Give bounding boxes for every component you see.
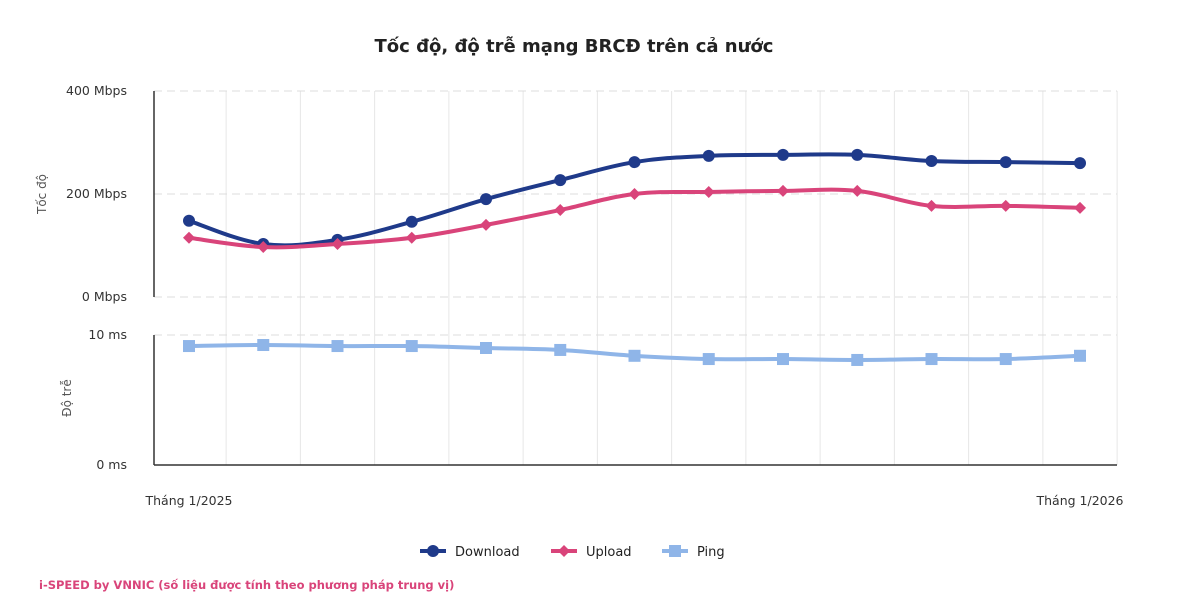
download-point bbox=[999, 156, 1012, 169]
legend-marker-icon bbox=[427, 545, 439, 557]
ping-point bbox=[925, 353, 938, 366]
y-tick-label: 400 Mbps bbox=[66, 83, 127, 98]
ping-point bbox=[999, 353, 1012, 366]
legend-item-download[interactable]: Download bbox=[420, 545, 520, 560]
legend-label: Ping bbox=[697, 545, 725, 560]
upload-point bbox=[1074, 201, 1086, 214]
x-tick-label-end: Tháng 1/2026 bbox=[1035, 493, 1123, 508]
download-point bbox=[628, 156, 641, 169]
legend-marker-icon bbox=[669, 545, 681, 557]
source-note: i-SPEED by VNNIC (số liệu được tính theo… bbox=[39, 578, 455, 592]
ping-point bbox=[628, 349, 641, 362]
download-point bbox=[777, 148, 789, 161]
upload-point bbox=[554, 203, 567, 216]
legend-label: Download bbox=[455, 545, 520, 560]
upload-point bbox=[331, 237, 344, 250]
y-tick-label: 0 ms bbox=[96, 457, 127, 472]
ping-point bbox=[851, 353, 864, 366]
ping-point bbox=[1074, 349, 1086, 362]
legend-item-ping[interactable]: Ping bbox=[662, 545, 725, 560]
download-point bbox=[925, 155, 938, 168]
upload-point bbox=[257, 241, 270, 254]
chart-title: Tốc độ, độ trễ mạng BRCĐ trên cả nước bbox=[375, 35, 774, 57]
y-tick-label: 0 Mbps bbox=[82, 289, 127, 304]
download-point bbox=[1074, 157, 1086, 170]
y-tick-label: 10 ms bbox=[88, 327, 127, 342]
download-point bbox=[480, 193, 492, 206]
ping-point bbox=[257, 339, 270, 352]
ping-point bbox=[183, 340, 195, 353]
ping-point bbox=[554, 343, 567, 356]
legend-marker-icon bbox=[558, 545, 570, 557]
ping-point bbox=[405, 340, 418, 353]
download-point bbox=[183, 214, 195, 227]
upload-point bbox=[925, 199, 938, 212]
ping-point bbox=[702, 353, 715, 366]
y-axis-label-latency: Độ trễ bbox=[60, 379, 74, 416]
ping-point bbox=[331, 340, 344, 353]
download-point bbox=[851, 148, 864, 161]
upload-point bbox=[702, 185, 715, 198]
upload-point bbox=[777, 184, 789, 197]
upload-point bbox=[628, 188, 641, 200]
download-point bbox=[554, 174, 567, 187]
ping-point bbox=[777, 353, 789, 366]
legend-label: Upload bbox=[586, 545, 632, 560]
download-point bbox=[702, 149, 715, 162]
y-tick-label: 200 Mbps bbox=[66, 186, 127, 201]
upload-point bbox=[480, 218, 492, 231]
download-point bbox=[405, 215, 418, 228]
legend-item-upload[interactable]: Upload bbox=[551, 545, 632, 560]
upload-point bbox=[999, 199, 1012, 212]
upload-point bbox=[183, 231, 195, 244]
upload-point bbox=[851, 184, 864, 197]
x-tick-label-start: Tháng 1/2025 bbox=[144, 493, 232, 508]
ping-point bbox=[480, 342, 492, 354]
y-axis-label-speed: Tốc độ bbox=[35, 174, 49, 215]
upload-point bbox=[405, 231, 418, 244]
